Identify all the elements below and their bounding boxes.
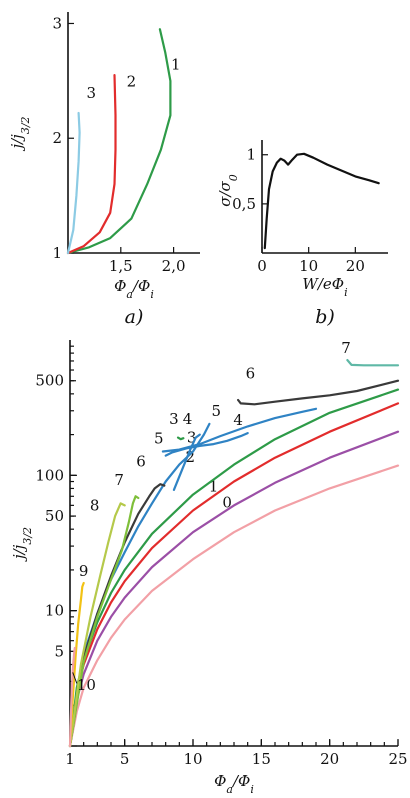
panel-c-curve-label-10-15: 10 [77,676,96,694]
panel-a-x-tick-label: 2,0 [162,257,186,275]
panel-a-curve-3-2 [66,111,81,255]
panel-c-x-tick-label: 10 [183,750,202,768]
panel-c-curve-4-4 [164,432,249,457]
panel-a-y-tick-label: 1 [52,244,62,262]
panel-a-curve-label-3-2: 3 [86,84,96,102]
panel-c-curve-label-4-5: 4 [183,410,193,428]
panel-c-y-axis-label: j/j3/2 [10,527,34,562]
panel-c-curve-label-3-8: 3 [169,410,179,428]
panel-c-curve-0-0 [68,464,400,748]
panel-b-chart: 0 10 20 0,5 1 W/eΦi σ/σ0 b) [216,140,388,328]
panel-c-y-tick-label: 500 [35,372,64,390]
panel-a-x-tick-label: 1,5 [109,257,133,275]
panel-c-x-tick-label: 20 [320,750,339,768]
panel-b-x-axis-label: W/eΦi [302,275,347,299]
panel-c-curve-10-15 [68,646,76,748]
panel-c-curve-3-8 [176,436,185,441]
panel-c-curve-label-6-9: 6 [136,453,146,471]
panel-b-curve-main-0 [263,152,380,250]
panel-c-y-tick-label: 10 [45,602,64,620]
panel-a-y-tick-label: 3 [52,14,62,32]
panel-c-curve-3-3 [68,388,400,748]
panel-b-label: b) [315,306,335,328]
panel-c-curve-label-3-3: 3 [187,428,197,446]
panel-a-curve-1-0 [66,28,172,255]
panel-c-curve-label-5-7: 5 [211,402,221,420]
panel-a-y-axis-label: j/j3/2 [8,116,32,151]
panel-c-curve-label-7-11: 7 [114,471,124,489]
panel-c-curve-5-6 [68,422,211,748]
panel-c-curve-10-leader [72,672,78,684]
panel-c-chart: 1 5 10 15 20 2551050100500Φa/Φij/j3/201234455… [10,339,408,795]
panel-c-curve-7-11 [68,495,140,748]
panel-c-x-tick-label: 15 [252,750,271,768]
panel-a-curve-2-1 [66,74,117,255]
panel-c-x-tick-label: 5 [120,750,130,768]
panel-c-curve-8-13 [68,502,126,748]
panel-c-curve-7-12 [346,359,400,367]
panel-c-curve-label-1-1: 1 [209,477,219,495]
panel-c-curve-label-4-4: 4 [233,411,243,429]
panel-c-curve-label-0-0: 0 [222,493,232,511]
panel-c-curve-label-6-10: 6 [246,364,256,382]
panel-a-x-axis-label: Φa/Φi [114,277,154,301]
panel-c-curve-9-14 [68,581,85,748]
panel-c-y-tick-label: 100 [35,466,64,484]
panel-c-curve-label-8-13: 8 [90,496,100,514]
panel-a-y-tick-label: 2 [52,129,62,147]
panel-a-curve-label-1-0: 1 [171,55,181,73]
panel-b-y-tick-label: 1 [246,146,256,164]
panel-c-curve-label-9-14: 9 [79,562,89,580]
panel-c-curve-label-7-12: 7 [341,339,351,357]
panel-c-x-tick-label: 25 [388,750,407,768]
panel-c-curve-2-2 [68,402,400,748]
panel-c-y-tick-label: 5 [54,642,64,660]
panel-c-curve-label-2-2: 2 [185,448,195,466]
panel-b-x-tick-label: 20 [346,257,365,275]
panel-c-curve-6-10 [237,379,400,406]
panel-c-x-tick-label: 1 [65,750,75,768]
panel-c-curve-1-1 [68,430,400,748]
panel-b-y-axis-label: σ/σ0 [216,174,240,207]
panel-b-x-tick-label: 0 [257,257,267,275]
panel-c-x-axis-label: Φa/Φi [214,772,254,796]
panel-c-curve-5-7 [161,407,318,453]
panel-c-curve-4-5 [172,433,201,491]
panel-c-curve-label-5-6: 5 [154,429,164,447]
panel-b-x-tick-label: 10 [299,257,318,275]
panel-a-label: a) [125,306,144,328]
panel-c-curve-6-9 [68,483,166,748]
panel-a-chart: 1,5 2,0 1 2 3 Φa/Φi j/j3/2 a) 1 2 3 [8,12,200,328]
panel-a-curve-label-2-1: 2 [127,73,137,91]
panel-b-y-tick-label: 0,5 [232,195,256,213]
panel-c-y-tick-label: 50 [45,507,64,525]
